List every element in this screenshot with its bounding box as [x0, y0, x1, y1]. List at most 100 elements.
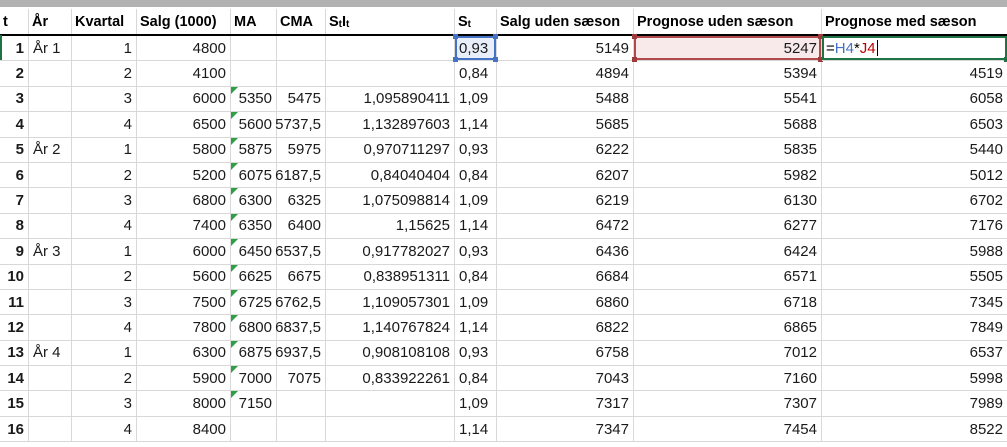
cell-ar[interactable]: År 2: [29, 137, 72, 163]
cell-salg_uden[interactable]: 6222: [497, 137, 634, 163]
cell-stit[interactable]: 1,075098814: [326, 188, 455, 214]
cell-prog_med[interactable]: 7989: [822, 391, 1007, 417]
cell-stit[interactable]: [326, 391, 455, 417]
cell-prog_uden[interactable]: 7307: [634, 391, 822, 417]
cell-ma[interactable]: 6625: [231, 264, 277, 290]
cell-st[interactable]: 0,93: [455, 340, 497, 367]
cell-prog_uden[interactable]: 6865: [634, 315, 822, 341]
cell-prog_uden[interactable]: 5835: [634, 137, 822, 163]
cell-ar[interactable]: [29, 86, 72, 113]
cell-ar[interactable]: [29, 112, 72, 138]
formula-ref-cell-blue[interactable]: 0,93: [453, 34, 498, 63]
cell-t[interactable]: 11: [0, 289, 29, 316]
cell-salg[interactable]: 6800: [137, 188, 231, 214]
cell-salg_uden[interactable]: 6684: [497, 264, 634, 290]
cell-salg[interactable]: 4100: [137, 61, 231, 87]
cell-prog_uden[interactable]: 5394: [634, 61, 822, 87]
cell-salg[interactable]: 7800: [137, 315, 231, 341]
cell-st[interactable]: 0,84: [455, 162, 497, 189]
cell-stit[interactable]: [326, 61, 455, 87]
cell-t[interactable]: 10: [0, 264, 29, 290]
cell-prog_uden[interactable]: 6571: [634, 264, 822, 290]
cell-kvartal[interactable]: 3: [72, 391, 137, 417]
cell-prog_uden[interactable]: 6277: [634, 213, 822, 240]
cell-salg[interactable]: 5600: [137, 264, 231, 290]
cell-ma[interactable]: 5600: [231, 112, 277, 138]
cell-t[interactable]: 9: [0, 239, 29, 265]
cell-cma[interactable]: 5737,5: [275, 112, 326, 138]
cell-salg_uden[interactable]: 6436: [497, 239, 634, 265]
cell-ar[interactable]: [29, 315, 72, 341]
cell-st[interactable]: 0,93: [455, 239, 497, 265]
cell-prog_med[interactable]: 4519: [822, 61, 1007, 87]
cell-kvartal[interactable]: 1: [72, 137, 137, 163]
cell-salg_uden[interactable]: 5149: [497, 36, 634, 62]
cell-prog_med[interactable]: 5998: [822, 366, 1007, 392]
cell-stit[interactable]: 0,84040404: [326, 162, 455, 189]
cell-salg[interactable]: 6000: [137, 239, 231, 265]
cell-ma[interactable]: 5350: [231, 86, 277, 113]
header-salg-uden-saeson[interactable]: Salg uden sæson: [497, 9, 634, 34]
cell-salg[interactable]: 7400: [137, 213, 231, 240]
cell-t[interactable]: 6: [0, 162, 29, 189]
cell-cma[interactable]: [277, 36, 326, 62]
cell-t[interactable]: 16: [0, 416, 29, 443]
cell-stit[interactable]: 0,833922261: [326, 366, 455, 392]
cell-salg[interactable]: 5200: [137, 162, 231, 189]
cell-cma[interactable]: 6762,5: [275, 289, 326, 316]
cell-ar[interactable]: [29, 366, 72, 392]
cell-ma[interactable]: 5875: [231, 137, 277, 163]
cell-stit[interactable]: 1,095890411: [326, 86, 455, 113]
cell-kvartal[interactable]: 3: [72, 188, 137, 214]
cell-salg[interactable]: 5900: [137, 366, 231, 392]
cell-cma[interactable]: [277, 61, 326, 87]
selection-handle-icon[interactable]: [818, 57, 823, 63]
cell-salg_uden[interactable]: 6207: [497, 162, 634, 189]
cell-salg[interactable]: 6500: [137, 112, 231, 138]
cell-ma[interactable]: 6875: [231, 340, 277, 367]
cell-st[interactable]: 1,14: [455, 213, 497, 240]
cell-prog_uden[interactable]: 7160: [634, 366, 822, 392]
cell-ar[interactable]: [29, 391, 72, 417]
cell-stit[interactable]: 0,908108108: [326, 340, 455, 367]
cell-kvartal[interactable]: 2: [72, 162, 137, 189]
cell-prog_med[interactable]: 7345: [822, 290, 1007, 316]
cell-prog_med[interactable]: 6702: [822, 188, 1007, 214]
cell-cma[interactable]: 6675: [277, 264, 326, 290]
cell-cma[interactable]: [277, 416, 326, 443]
cell-prog_med[interactable]: 5012: [822, 163, 1007, 189]
cell-ma[interactable]: [231, 36, 277, 62]
cell-st[interactable]: 0,84: [455, 366, 497, 392]
cell-ma[interactable]: 6725: [231, 289, 277, 316]
selection-handle-icon[interactable]: [632, 57, 637, 63]
formula-ref-cell-red[interactable]: 5247: [632, 34, 823, 63]
cell-stit[interactable]: [326, 36, 455, 62]
cell-ar[interactable]: [29, 416, 72, 443]
cell-st[interactable]: 1,14: [455, 315, 497, 341]
cell-ar[interactable]: År 1: [29, 36, 72, 62]
cell-ma[interactable]: 6450: [231, 239, 277, 265]
cell-kvartal[interactable]: 3: [72, 86, 137, 113]
cell-ma[interactable]: 6350: [231, 213, 277, 240]
cell-st[interactable]: 1,09: [455, 289, 497, 316]
cell-salg_uden[interactable]: 5488: [497, 86, 634, 113]
cell-salg_uden[interactable]: 5685: [497, 112, 634, 138]
cell-t[interactable]: 5: [0, 137, 29, 163]
cell-kvartal[interactable]: 1: [72, 340, 137, 367]
cell-st[interactable]: 1,14: [455, 112, 497, 138]
header-prognose-med-saeson[interactable]: Prognose med sæson: [825, 13, 977, 30]
cell-salg_uden[interactable]: 6822: [497, 315, 634, 341]
cell-kvartal[interactable]: 2: [72, 61, 137, 87]
cell-salg[interactable]: 5800: [137, 137, 231, 163]
cell-salg[interactable]: 6000: [137, 86, 231, 113]
cell-salg_uden[interactable]: 7347: [497, 416, 634, 443]
cell-salg[interactable]: 8000: [137, 391, 231, 417]
cell-cma[interactable]: 5975: [277, 137, 326, 163]
cell-t[interactable]: 2: [0, 61, 29, 87]
cell-prog_med[interactable]: 5505: [822, 265, 1007, 290]
cell-cma[interactable]: 6537,5: [275, 239, 326, 265]
cell-prog_uden[interactable]: 5982: [634, 162, 822, 189]
cell-stit[interactable]: 0,917782027: [326, 239, 455, 265]
